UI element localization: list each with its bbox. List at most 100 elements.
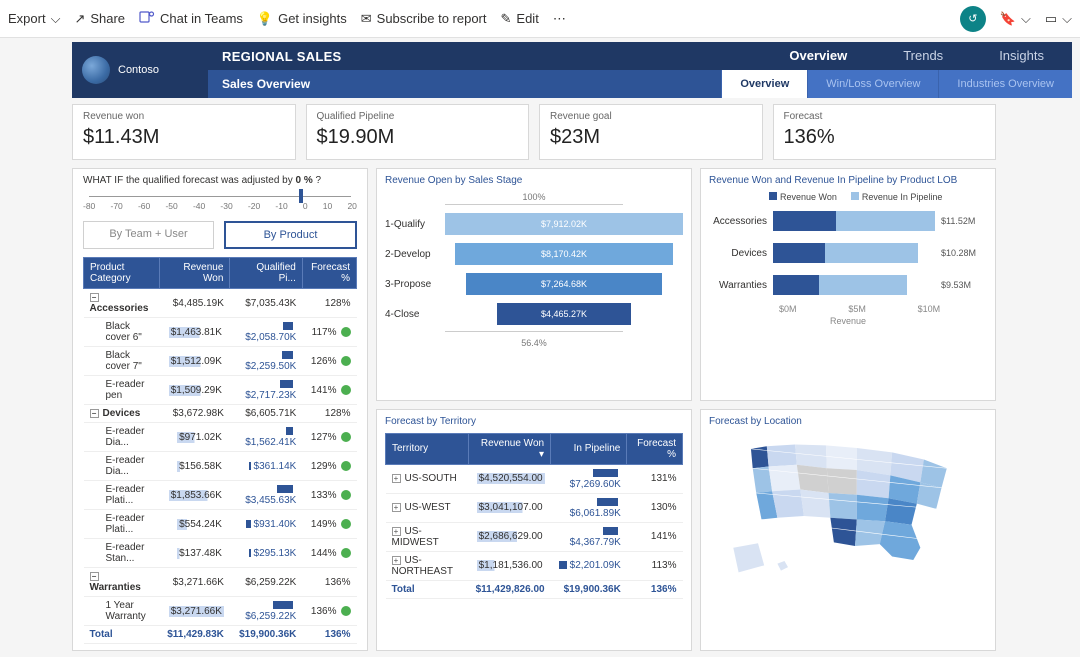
pencil-icon: ✎ xyxy=(501,11,512,27)
funnel-category: 3-Propose xyxy=(385,279,445,290)
table-row[interactable]: 1 Year Warranty $3,271.66K $6,259.22K 13… xyxy=(84,597,357,626)
status-dot-icon xyxy=(341,327,351,337)
table-header[interactable]: Forecast % xyxy=(627,433,683,464)
table-row[interactable]: +US-NORTHEAST $1,181,536.00 $2,201.09K 1… xyxy=(386,551,683,580)
table-row[interactable]: E-reader Stan... $137.48K $295.13K 144% xyxy=(84,539,357,568)
table-total-row: Total$11,429.83K$19,900.36K136% xyxy=(84,626,357,644)
kpi-revenue-won[interactable]: Revenue won $11.43M xyxy=(72,104,296,160)
panel-title: Forecast by Territory xyxy=(385,416,683,427)
funnel-bar: $7,912.02K xyxy=(445,213,683,235)
window-icon: ▭ xyxy=(1045,11,1057,27)
refresh-button[interactable]: ↺ xyxy=(960,6,986,32)
table-header[interactable]: Forecast % xyxy=(302,258,356,289)
funnel-row[interactable]: 4-Close $4,465.27K xyxy=(385,301,683,327)
funnel-bar: $7,264.68K xyxy=(466,273,661,295)
kpi-row: Revenue won $11.43M Qualified Pipeline $… xyxy=(72,104,996,160)
mail-icon: ✉ xyxy=(361,11,372,27)
table-header[interactable]: Territory xyxy=(386,433,469,464)
table-total-row: Total$11,429,826.00$19,900.36K136% xyxy=(386,580,683,598)
kpi-forecast[interactable]: Forecast 136% xyxy=(773,104,997,160)
expand-icon[interactable]: + xyxy=(392,474,401,483)
table-header[interactable]: Revenue Won ▾ xyxy=(469,433,551,464)
table-row[interactable]: +US-SOUTH $4,520,554.00 $7,269.60K 131% xyxy=(386,464,683,493)
table-row[interactable]: +US-WEST $3,041,107.00 $6,061.89K 130% xyxy=(386,493,683,522)
table-header[interactable]: Product Category xyxy=(84,258,160,289)
territory-panel[interactable]: Forecast by Territory TerritoryRevenue W… xyxy=(376,409,692,652)
subscribe-button[interactable]: ✉ Subscribe to report xyxy=(361,11,487,27)
funnel-bar: $4,465.27K xyxy=(497,303,630,325)
edit-label: Edit xyxy=(516,11,538,26)
toggle-by-team[interactable]: By Team + User xyxy=(83,221,214,249)
stacked-bar-row[interactable]: Devices $10.28M xyxy=(709,240,987,266)
bar-pipe xyxy=(819,275,907,295)
funnel-category: 1-Qualify xyxy=(385,219,445,230)
insights-label: Get insights xyxy=(278,11,347,26)
nav-insights[interactable]: Insights xyxy=(971,42,1072,70)
collapse-icon[interactable]: − xyxy=(90,572,99,581)
bar-total: $11.52M xyxy=(941,216,987,226)
funnel-panel[interactable]: Revenue Open by Sales Stage 100% 1-Quali… xyxy=(376,168,692,401)
share-button[interactable]: ↗ Share xyxy=(74,11,125,27)
reset-icon: ↺ xyxy=(968,12,977,25)
insights-button[interactable]: 💡 Get insights xyxy=(257,11,347,27)
collapse-icon[interactable]: − xyxy=(90,409,99,418)
main-nav: Overview Trends Insights xyxy=(761,42,1072,70)
stacked-bar-row[interactable]: Accessories $11.52M xyxy=(709,208,987,234)
subtab-winloss[interactable]: Win/Loss Overview xyxy=(807,70,938,98)
stacked-bar-panel[interactable]: Revenue Won and Revenue In Pipeline by P… xyxy=(700,168,996,401)
kpi-value: $19.90M xyxy=(317,126,519,149)
table-group-row[interactable]: −Warranties $3,271.66K$6,259.22K136% xyxy=(84,568,357,597)
funnel-bottom-scale: 56.4% xyxy=(385,338,683,348)
bar-category: Devices xyxy=(709,248,773,259)
table-group-row[interactable]: −Accessories $4,485.19K$7,035.43K128% xyxy=(84,289,357,318)
expand-icon[interactable]: + xyxy=(392,503,401,512)
table-header[interactable]: In Pipeline xyxy=(551,433,627,464)
right-column: WHAT IF the qualified forecast was adjus… xyxy=(72,168,368,651)
expand-icon[interactable]: + xyxy=(392,527,401,536)
status-dot-icon xyxy=(341,519,351,529)
slider-knob[interactable] xyxy=(299,189,303,203)
kpi-label: Forecast xyxy=(784,111,986,122)
expand-icon[interactable]: + xyxy=(392,556,401,565)
collapse-icon[interactable]: − xyxy=(90,293,99,302)
table-row[interactable]: E-reader Plati... $1,853.66K $3,455.63K … xyxy=(84,481,357,510)
view-button[interactable]: ▭⌵ xyxy=(1045,11,1072,27)
kpi-qualified-pipeline[interactable]: Qualified Pipeline $19.90M xyxy=(306,104,530,160)
more-button[interactable]: ⋯ xyxy=(553,11,566,27)
table-row[interactable]: +US-MIDWEST $2,686,629.00 $4,367.79K 141… xyxy=(386,522,683,551)
whatif-slider[interactable] xyxy=(89,196,351,197)
table-header[interactable]: Revenue Won xyxy=(160,258,230,289)
funnel-row[interactable]: 2-Develop $8,170.42K xyxy=(385,241,683,267)
nav-trends[interactable]: Trends xyxy=(875,42,971,70)
nav-overview[interactable]: Overview xyxy=(761,42,875,70)
chat-label: Chat in Teams xyxy=(160,11,243,26)
funnel-row[interactable]: 1-Qualify $7,912.02K xyxy=(385,211,683,237)
whatif-panel[interactable]: WHAT IF the qualified forecast was adjus… xyxy=(72,168,368,651)
territory-table[interactable]: TerritoryRevenue Won ▾In PipelineForecas… xyxy=(385,433,683,599)
table-group-row[interactable]: −Devices $3,672.98K$6,605.71K128% xyxy=(84,405,357,423)
funnel-row[interactable]: 3-Propose $7,264.68K xyxy=(385,271,683,297)
kpi-revenue-goal[interactable]: Revenue goal $23M xyxy=(539,104,763,160)
table-row[interactable]: E-reader Dia... $971.02K $1,562.41K 127% xyxy=(84,423,357,452)
table-row[interactable]: E-reader Dia... $156.58K $361.14K 129% xyxy=(84,452,357,481)
table-row[interactable]: Black cover 7" $1,512.09K $2,259.50K 126… xyxy=(84,347,357,376)
export-button[interactable]: Export ⌵ xyxy=(8,11,60,27)
table-row[interactable]: Black cover 6" $1,463.81K $2,058.70K 117… xyxy=(84,318,357,347)
bookmark-button[interactable]: 🔖⌵ xyxy=(1000,11,1031,27)
table-row[interactable]: E-reader Plati... $554.24K $931.40K 149% xyxy=(84,510,357,539)
map-panel[interactable]: Forecast by Location xyxy=(700,409,996,652)
stacked-bar-row[interactable]: Warranties $9.53M xyxy=(709,272,987,298)
subtab-industries[interactable]: Industries Overview xyxy=(938,70,1072,98)
product-table[interactable]: Product CategoryRevenue WonQualified Pi.… xyxy=(83,257,357,644)
chat-button[interactable]: Chat in Teams xyxy=(139,9,243,28)
bar-won xyxy=(773,211,836,231)
table-row[interactable]: E-reader pen $1,509.29K $2,717.23K 141% xyxy=(84,376,357,405)
brand: Contoso xyxy=(72,42,208,98)
legend: Revenue Won Revenue In Pipeline xyxy=(769,192,987,202)
toggle-by-product[interactable]: By Product xyxy=(224,221,357,249)
x-axis: $0M $5M $10M xyxy=(779,304,987,314)
table-header[interactable]: Qualified Pi... xyxy=(230,258,302,289)
funnel-top-scale: 100% xyxy=(385,192,683,202)
subtab-overview[interactable]: Overview xyxy=(721,70,807,98)
edit-button[interactable]: ✎ Edit xyxy=(501,11,539,27)
